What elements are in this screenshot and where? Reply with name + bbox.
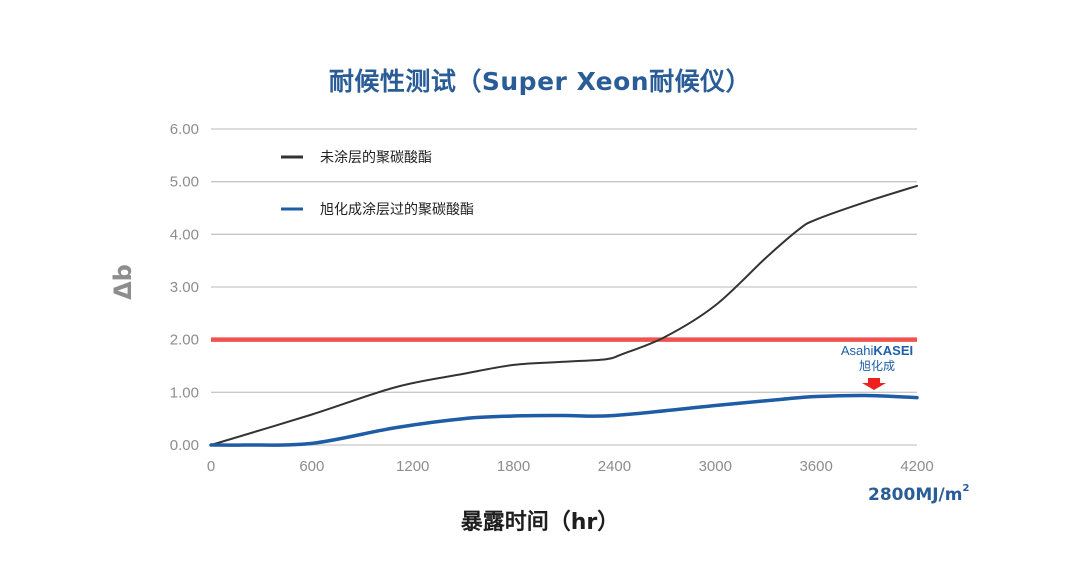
x-tick-1: 600 [299,458,324,475]
x-tick-5: 3000 [699,458,732,475]
x-tick-3: 1800 [497,458,530,475]
y-tick-6: 6.00 [170,121,199,138]
x-tick-4: 2400 [598,458,631,475]
y-axis-label: Δb [109,264,137,300]
legend-label-1: 旭化成涂层过的聚碳酸酯 [320,202,474,218]
brand-logo: AsahiKASEI 旭化成 [822,344,932,372]
x-tick-0: 0 [207,458,215,475]
series-line-1 [209,393,919,447]
brand-name: AsahiKASEI [822,344,932,357]
unit-superscript: 2 [962,483,970,494]
chart-title: 耐候性测试（Super Xeon耐候仪） [328,67,752,96]
x-unit-note: 2800MJ/m2 [868,483,970,505]
brand-name-light: Asahi [840,343,874,358]
x-tick-2: 1200 [396,458,429,475]
series-line-0 [210,184,918,446]
y-tick-0: 0.00 [170,437,199,454]
series-group [209,184,919,447]
y-tick-4: 4.00 [170,226,199,243]
y-tick-5: 5.00 [170,174,199,191]
legend-label-0: 未涂层的聚碳酸酯 [320,150,432,166]
x-tick-7: 4200 [900,458,933,475]
brand-name-bold: KASEI [873,343,914,358]
y-tick-2: 2.00 [170,332,199,349]
y-tick-3: 3.00 [170,279,199,296]
down-arrow-icon [862,378,886,390]
y-tick-1: 1.00 [170,384,199,401]
x-tick-labels: 0 600 1200 1800 2400 3000 3600 4200 [207,458,934,475]
unit-text: 2800MJ/m [868,485,963,505]
x-tick-6: 3600 [799,458,832,475]
brand-name-cn: 旭化成 [858,359,895,373]
y-tick-labels: 0.00 1.00 2.00 3.00 4.00 5.00 6.00 [170,121,199,454]
x-axis-label: 暴露时间（hr） [460,510,620,535]
